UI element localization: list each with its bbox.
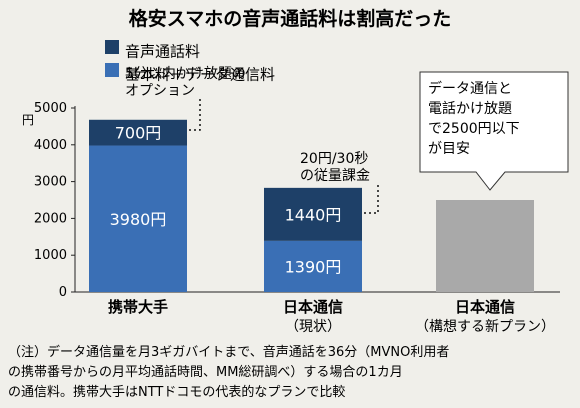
- category-label-1: 携帯大手: [108, 298, 168, 316]
- y-tick-label-5000: 5000: [34, 101, 67, 116]
- annotation-3-line-2: 電話かけ放題: [428, 100, 512, 117]
- bar-voice-2: [264, 187, 362, 241]
- legend-swatch-2: [105, 63, 119, 77]
- category-label-2: 日本通信: [283, 298, 343, 316]
- bar-voice-label-2: 1440円: [285, 205, 342, 224]
- category-label-3: 日本通信: [455, 298, 515, 316]
- legend-label-2: 基本料＋データ通信料: [125, 66, 275, 84]
- note-line-2: の携帯番号からの月平均通話時間、MM総研調べ）する場合の1カ月: [8, 364, 403, 380]
- note-line-3: の通信料。携帯大手はNTTドコモの代表的なプランで比較: [8, 384, 345, 400]
- annotation-3-line-1: データ通信と: [428, 80, 512, 97]
- y-tick-label-1000: 1000: [34, 248, 67, 263]
- annotation-2-leader: [364, 185, 379, 214]
- bar-base-label-1: 3980円: [110, 210, 167, 229]
- y-tick-label-3000: 3000: [34, 175, 67, 190]
- category-sublabel-2: （現状）: [285, 319, 341, 335]
- note-line-1: （注）データ通信量を月3ギガバイトまで、音声通話を36分（MVNO利用者: [8, 344, 449, 360]
- annotation-1-leader: [188, 99, 201, 131]
- bar-base-2: [264, 240, 362, 292]
- bar-voice-label-1: 700円: [115, 124, 162, 143]
- y-unit-label: 円: [22, 113, 34, 127]
- legend-label-1: 音声通話料: [125, 43, 200, 61]
- bar-voice-1: [89, 119, 187, 146]
- annotation-2-line-1: 20円/30秒: [300, 151, 368, 167]
- y-tick-label-0: 0: [59, 285, 67, 300]
- bar-base-label-2: 1390円: [285, 257, 342, 276]
- annotation-3-callout: [419, 71, 569, 191]
- y-tick-label-2000: 2000: [34, 211, 67, 226]
- legend-swatch-1: [105, 40, 119, 54]
- annotation-1-line-1: 5分以内かけ放題の: [125, 66, 246, 82]
- chart-title: 格安スマホの音声通話料は割高だった: [129, 7, 451, 30]
- bar-planned: [436, 200, 534, 292]
- annotation-1-line-2: オプション: [125, 83, 195, 99]
- annotation-2-line-2: の従量課金: [300, 168, 370, 184]
- y-tick-label-4000: 4000: [34, 138, 67, 153]
- annotation-3-line-4: が目安: [428, 141, 470, 157]
- bar-base-1: [89, 145, 187, 292]
- annotation-3-line-3: で2500円以下: [428, 121, 520, 137]
- category-sublabel-3: （構想する新プラン）: [415, 319, 555, 335]
